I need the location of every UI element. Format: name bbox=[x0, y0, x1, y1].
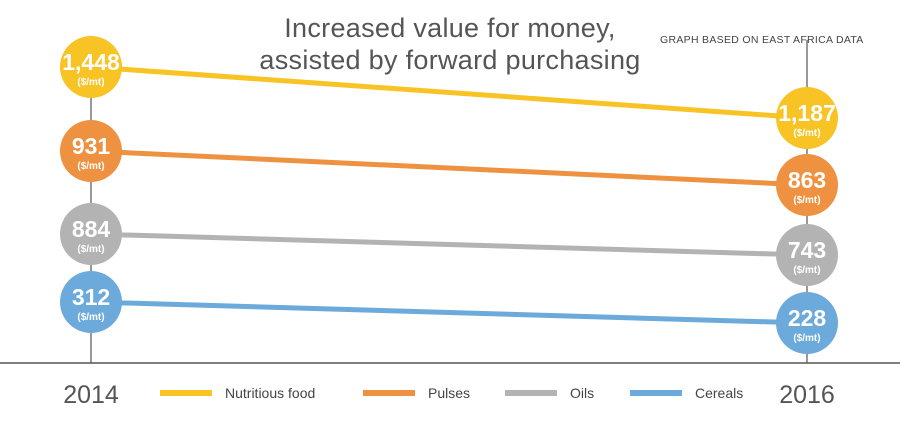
series-line-cereals bbox=[90, 299, 808, 326]
unit-label: ($/mt) bbox=[77, 77, 104, 88]
legend-item-nutritious-food: Nutritious food bbox=[160, 385, 315, 401]
legend-swatch bbox=[363, 390, 415, 396]
point-nutritious-food-2014 bbox=[60, 36, 122, 98]
unit-label: ($/mt) bbox=[793, 265, 820, 276]
point-oils-2016 bbox=[776, 224, 838, 286]
unit-label: ($/mt) bbox=[77, 244, 104, 255]
legend-item-oils: Oils bbox=[505, 385, 594, 401]
chart-title-line-1: Increased value for money, bbox=[284, 13, 616, 43]
x-tick-label-2014: 2014 bbox=[63, 381, 119, 409]
legend-item-pulses: Pulses bbox=[363, 385, 470, 401]
point-pulses-2016 bbox=[776, 154, 838, 216]
legend-item-cereals: Cereals bbox=[630, 385, 743, 401]
unit-label: ($/mt) bbox=[77, 312, 104, 323]
series-line-pulses bbox=[90, 148, 808, 188]
series-line-oils bbox=[90, 231, 808, 258]
series-lines bbox=[90, 40, 808, 363]
unit-label: ($/mt) bbox=[793, 128, 820, 139]
legend-label: Nutritious food bbox=[225, 385, 315, 401]
chart-title-line-2: assisted by forward purchasing bbox=[259, 45, 641, 75]
legend: Nutritious food Pulses Oils Cereals bbox=[160, 385, 743, 401]
x-tick-label-2016: 2016 bbox=[779, 381, 835, 409]
legend-swatch bbox=[630, 390, 682, 396]
chart-title: Increased value for money, assisted by f… bbox=[230, 12, 670, 76]
data-label-nutritious-food-2014: 1,448 bbox=[62, 49, 120, 75]
point-oils-2014 bbox=[60, 203, 122, 265]
legend-label: Cereals bbox=[695, 385, 743, 401]
legend-swatch bbox=[505, 390, 557, 396]
source-note: GRAPH BASED ON EAST AFRICA DATA bbox=[660, 34, 864, 46]
data-label-pulses-2014: 931 bbox=[72, 133, 111, 159]
point-cereals-2014 bbox=[60, 271, 122, 333]
data-markers: 1,448 ($/mt) 1,187 ($/mt) 931 ($/mt) 863 ($/mt)… bbox=[60, 36, 838, 354]
x-axis-labels: 2014 2016 bbox=[63, 381, 835, 409]
data-label-cereals-2016: 228 bbox=[788, 305, 827, 331]
data-label-pulses-2016: 863 bbox=[788, 167, 826, 193]
point-nutritious-food-2016 bbox=[776, 87, 838, 149]
data-label-cereals-2014: 312 bbox=[72, 284, 110, 310]
point-pulses-2014 bbox=[60, 120, 122, 182]
unit-label: ($/mt) bbox=[77, 161, 104, 172]
data-label-oils-2016: 743 bbox=[788, 237, 826, 263]
legend-swatch bbox=[160, 390, 212, 396]
point-cereals-2016 bbox=[776, 292, 838, 354]
unit-label: ($/mt) bbox=[793, 195, 820, 206]
data-label-nutritious-food-2016: 1,187 bbox=[778, 100, 836, 126]
unit-label: ($/mt) bbox=[793, 333, 820, 344]
legend-label: Pulses bbox=[428, 385, 470, 401]
data-label-oils-2014: 884 bbox=[72, 216, 111, 242]
legend-label: Oils bbox=[570, 385, 594, 401]
series-line-nutritious-food bbox=[90, 64, 808, 121]
